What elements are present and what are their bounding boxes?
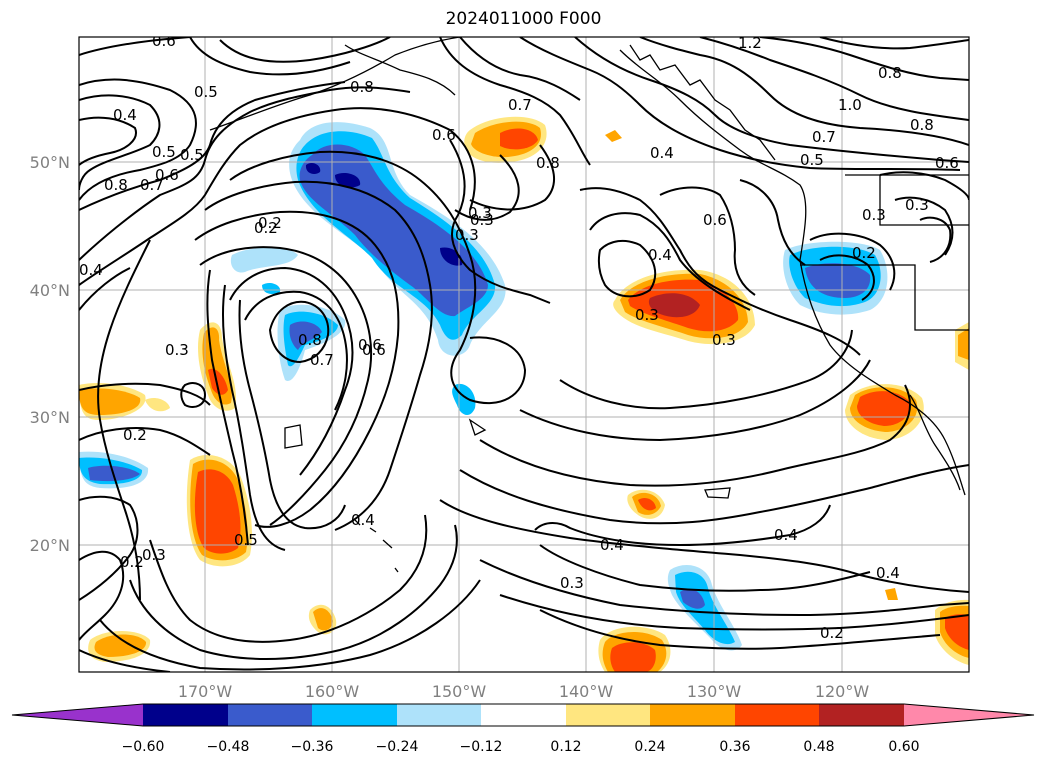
colorbar-tick-label: −0.48 [207,739,250,755]
contour-label: 0.3 [470,211,494,229]
longitude-axis: 170°W 160°W 150°W 140°W 130°W 120°W [178,682,870,701]
colorbar-segment [650,704,735,726]
contour-label: 0.3 [142,546,166,564]
contour-label: 0.8 [350,78,374,96]
contour-label: 0.6 [358,336,382,354]
contour-label: 1.2 [738,34,762,52]
colorbar-tick-label: 0.60 [888,739,919,755]
colorbar-tick-label: 0.12 [550,739,581,755]
contour-label: 0.4 [650,144,674,162]
contour-label: 0.8 [878,64,902,82]
contour-label: 0.4 [876,564,900,582]
colorbar-extend-min [12,704,143,726]
contour-label: 0.8 [536,154,560,172]
colorbar-segment [143,704,228,726]
lon-tick-label: 120°W [815,682,870,701]
contour-label: 0.6 [152,32,176,50]
contour-label: 0.7 [310,351,334,369]
contour-label: 0.6 [935,154,959,172]
contour-label: 0.2 [852,244,876,262]
contour-label: 0.4 [600,536,624,554]
contour-label: 0.6 [362,341,386,359]
colorbar-tick-label: 0.24 [634,739,665,755]
colorbar-segment [228,704,312,726]
lon-tick-label: 130°W [687,682,742,701]
contour-label: 0.8 [910,116,934,134]
colorbar: −0.60 −0.48 −0.36 −0.24 −0.12 0.12 0.24 … [11,703,1035,755]
colorbar-segment [397,704,481,726]
contour-label: 0.7 [508,96,532,114]
contour-label: 0.4 [79,261,103,279]
contour-label: 0.2 [820,624,844,642]
contour-label: 0.5 [234,531,258,549]
contour-label: 0.5 [152,143,176,161]
colorbar-tick-label: 0.48 [803,739,834,755]
contour-label: 0.3 [455,226,479,244]
contour-label: 0.6 [432,126,456,144]
contour-label: 0.5 [800,151,824,169]
colorbar-segment [566,704,650,726]
plot-border [78,36,970,673]
lon-tick-label: 140°W [559,682,614,701]
contour-label: 0.2 [123,426,147,444]
lon-tick-label: 170°W [178,682,233,701]
map-title: 2024011000 F000 [445,9,602,29]
colorbar-segment [312,704,397,726]
contour-label: 0.4 [648,246,672,264]
lon-tick-label: 150°W [432,682,487,701]
contour-label: 0.4 [774,526,798,544]
lat-tick-label: 20°N [30,536,70,555]
contour-label: 0.3 [862,206,886,224]
colorbar-tick-label: −0.60 [122,739,165,755]
contour-label: 0.5 [180,146,204,164]
contour-label: 0.6 [703,211,727,229]
colorbar-segment [819,704,904,726]
contour-label: 0.3 [560,574,584,592]
contour-label: 0.4 [351,511,375,529]
contour-label: 0.7 [812,128,836,146]
contour-label: 0.8 [104,176,128,194]
contour-label: 0.3 [468,204,492,222]
contour-label: 1.0 [838,96,862,114]
graticule [79,37,969,672]
colorbar-tick-label: −0.36 [291,739,334,755]
contour-label: 0.4 [113,106,137,124]
colorbar-tick-label: −0.12 [460,739,503,755]
contour-label: 0.8 [298,331,322,349]
contour-lines [79,37,969,672]
contour-label: 0.3 [165,341,189,359]
contour-label: 0.5 [194,83,218,101]
contour-label: 0.2 [254,219,278,237]
colorbar-tick-label: −0.24 [376,739,419,755]
contour-label: 0.7 [140,176,164,194]
lat-tick-label: 40°N [30,281,70,300]
contour-label: 0.6 [155,166,179,184]
colorbar-tick-label: 0.36 [719,739,750,755]
contour-labels: 0.6 0.4 0.5 0.5 0.8 0.7 0.6 0.5 0.8 0.6 … [79,32,959,642]
lat-tick-label: 30°N [30,408,70,427]
colorbar-segment [481,704,566,726]
contour-label: 0.2 [120,553,144,571]
contour-label: 0.3 [635,306,659,324]
colorbar-extend-max [904,704,1034,726]
contour-label: 0.3 [905,196,929,214]
contour-label: 0.3 [712,331,736,349]
latitude-axis: 50°N 40°N 30°N 20°N [30,153,70,555]
contour-label: 0.2 [258,214,282,232]
lon-tick-label: 160°W [305,682,360,701]
lat-tick-label: 50°N [30,153,70,172]
colorbar-segment [735,704,819,726]
